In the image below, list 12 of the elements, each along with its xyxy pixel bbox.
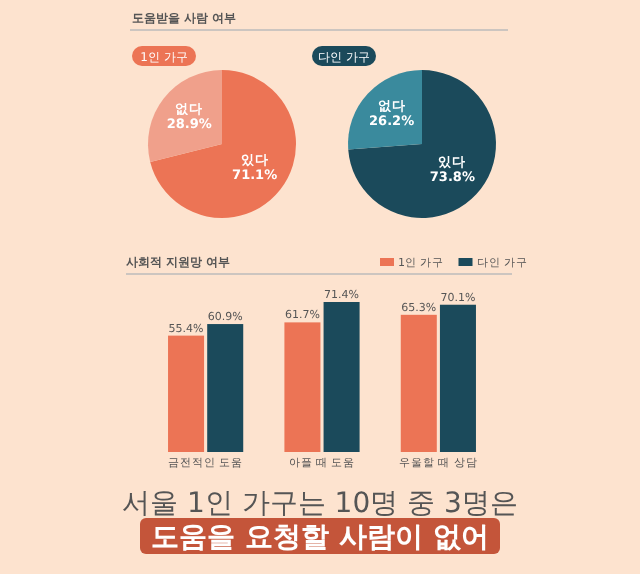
pie-slice (148, 70, 222, 162)
bar (284, 322, 321, 452)
bar (323, 302, 360, 452)
pie-slice (348, 70, 422, 150)
bar (168, 335, 205, 452)
bar (207, 324, 244, 452)
pie-slice (348, 70, 496, 218)
pie-slice (150, 70, 296, 218)
bar (400, 314, 437, 452)
text: 도움을 요청할 사람이 없어 (151, 522, 489, 554)
text: 서울 1인 가구는 10명 중 3명은 (122, 488, 518, 520)
bar (439, 304, 476, 452)
